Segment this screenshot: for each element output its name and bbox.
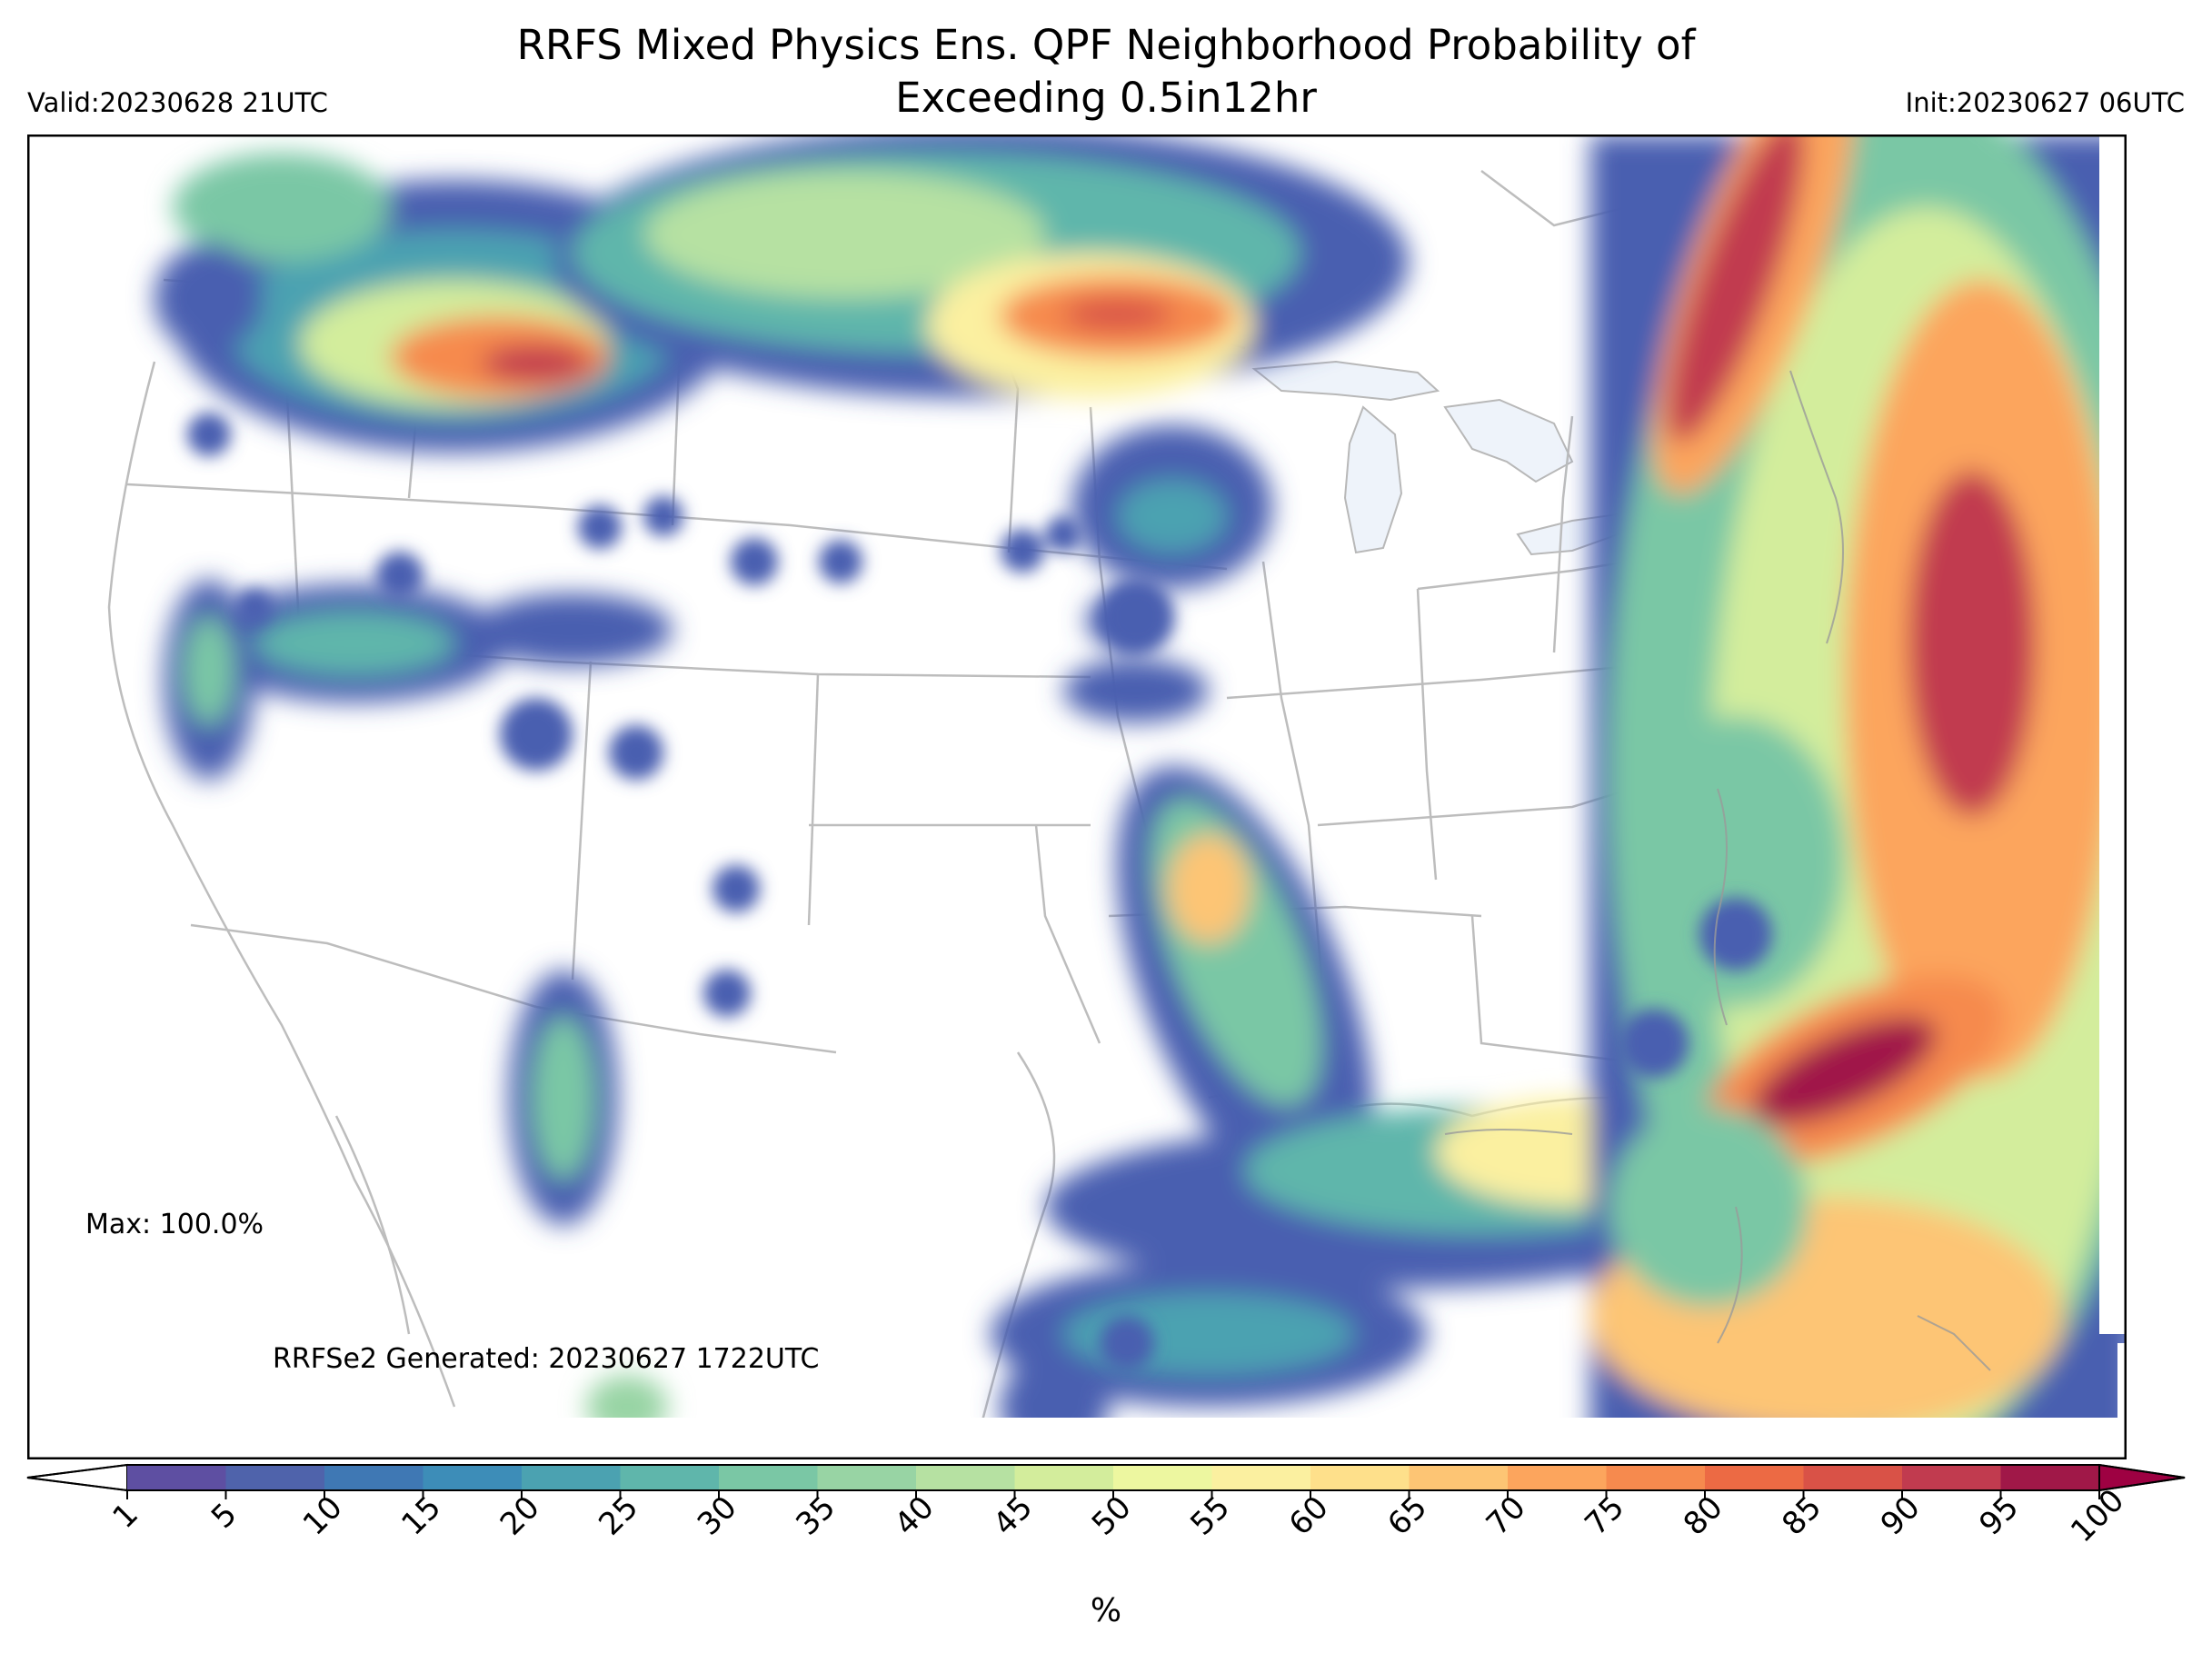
colorbar-tick-label: 45 bbox=[986, 1489, 1040, 1543]
colorbar-tick-label: 40 bbox=[888, 1489, 942, 1543]
chart-title-line2: Exceeding 0.5in12hr bbox=[895, 74, 1317, 122]
colorbar-tick-label: 80 bbox=[1677, 1489, 1730, 1543]
coastlines bbox=[1444, 370, 1991, 1371]
colorbar-cell bbox=[225, 1465, 325, 1490]
colorbar-tick-label: 60 bbox=[1282, 1489, 1336, 1543]
colorbar-tick-label: 100 bbox=[2064, 1482, 2131, 1549]
colorbar-cell bbox=[1902, 1465, 2002, 1490]
probability-field bbox=[154, 134, 2127, 1459]
colorbar-cell bbox=[1409, 1465, 1509, 1490]
colorbar-under-extension bbox=[26, 1463, 128, 1492]
colorbar-cell bbox=[1508, 1465, 1608, 1490]
colorbar-cell bbox=[1803, 1465, 1903, 1490]
colorbar-cell bbox=[127, 1465, 227, 1490]
valid-time-label: Valid:20230628 21UTC bbox=[27, 87, 328, 118]
colorbar-tick-label: 90 bbox=[1874, 1489, 1928, 1543]
colorbar-tick-label: 20 bbox=[493, 1489, 547, 1543]
colorbar-tick-label: 1 bbox=[105, 1496, 145, 1536]
colorbar-cell bbox=[1113, 1465, 1213, 1490]
colorbar-tick-label: 30 bbox=[691, 1489, 744, 1543]
colorbar-cell bbox=[1014, 1465, 1114, 1490]
chart-title-line1: RRFS Mixed Physics Ens. QPF Neighborhood… bbox=[516, 21, 1696, 69]
init-time-label: Init:20230627 06UTC bbox=[1905, 87, 2185, 118]
colorbar-tick-label: 65 bbox=[1380, 1489, 1434, 1543]
probability-map bbox=[27, 134, 2127, 1459]
colorbar-cell bbox=[324, 1465, 424, 1490]
colorbar-cell bbox=[916, 1465, 1016, 1490]
map-frame bbox=[27, 134, 2127, 1459]
colorbar-unit-label: % bbox=[1090, 1592, 1122, 1629]
colorbar-cell bbox=[1606, 1465, 1706, 1490]
colorbar-cell bbox=[719, 1465, 819, 1490]
colorbar-tick-label: 35 bbox=[789, 1489, 842, 1543]
colorbar-cell bbox=[522, 1465, 622, 1490]
colorbar-tick-label: 10 bbox=[296, 1489, 350, 1543]
colorbar-tick-label: 55 bbox=[1183, 1489, 1237, 1543]
colorbar-cell bbox=[620, 1465, 720, 1490]
colorbar-tick-label: 25 bbox=[592, 1489, 645, 1543]
colorbar-tick-label: 5 bbox=[204, 1496, 244, 1536]
colorbar-over-extension bbox=[2098, 1463, 2186, 1492]
max-value-label: Max: 100.0% bbox=[85, 1209, 264, 1240]
colorbar-cell bbox=[1211, 1465, 1311, 1490]
colorbar-tick-label: 85 bbox=[1775, 1489, 1828, 1543]
colorbar-cell bbox=[817, 1465, 917, 1490]
colorbar-tick-label: 70 bbox=[1480, 1489, 1533, 1543]
colorbar-tick-label: 15 bbox=[394, 1489, 448, 1543]
colorbar-tick-label: 95 bbox=[1972, 1489, 2026, 1543]
colorbar: 1 5 10 15 20 25 30 35 40 45 50 55 60 65 70 75 80 85 90 95 10… bbox=[26, 1463, 2186, 1549]
colorbar-tick-label: 75 bbox=[1578, 1489, 1631, 1543]
colorbar-cell bbox=[1705, 1465, 1805, 1490]
colorbar-tick-label: 50 bbox=[1085, 1489, 1139, 1543]
colorbar-cell bbox=[423, 1465, 523, 1490]
generated-label: RRFSe2 Generated: 20230627 1722UTC bbox=[273, 1343, 820, 1375]
colorbar-cell bbox=[2000, 1465, 2100, 1490]
colorbar-cell bbox=[1310, 1465, 1410, 1490]
